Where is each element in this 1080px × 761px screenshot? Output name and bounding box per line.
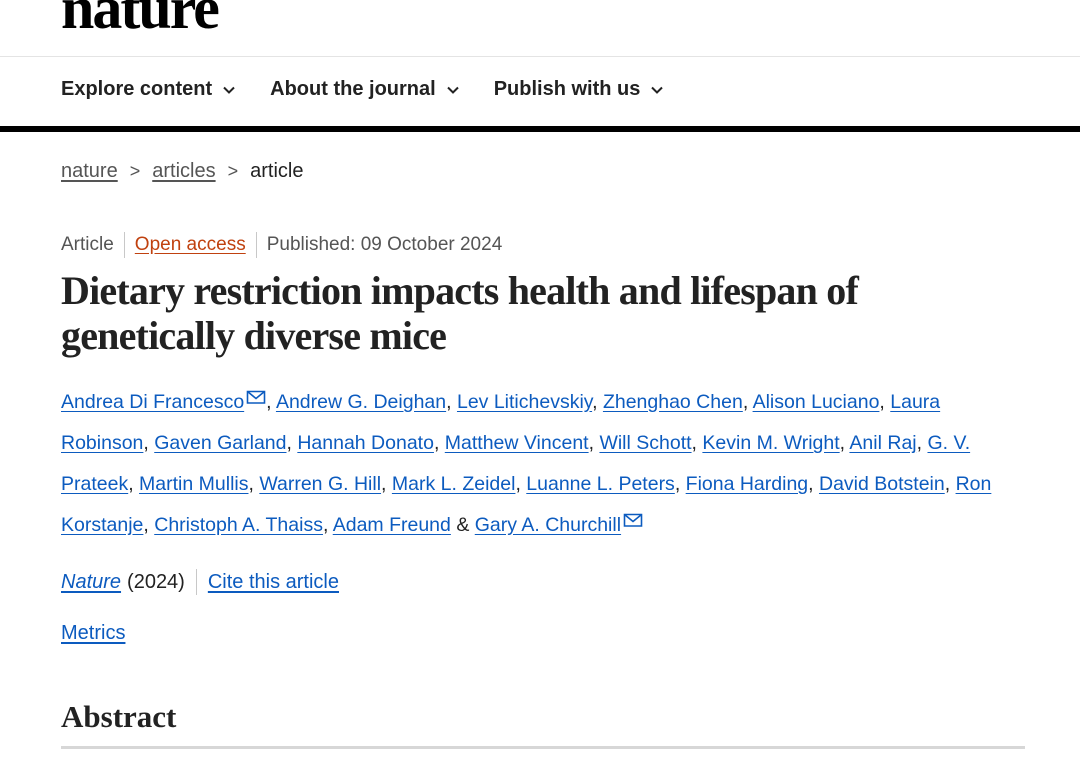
nav-label: About the journal [270, 78, 436, 100]
chevron-down-icon [446, 86, 459, 94]
cite-this-article-link[interactable]: Cite this article [207, 570, 339, 593]
author-link[interactable]: Kevin M. Wright [702, 432, 840, 454]
citation-divider [195, 569, 197, 595]
author-link[interactable]: Gary A. Churchill [474, 514, 622, 536]
author-link[interactable]: Christoph A. Thaiss [154, 514, 323, 536]
author-link[interactable]: Laura Robinson [61, 391, 941, 454]
author-link[interactable]: Will Schott [599, 432, 692, 454]
nav-divider [0, 126, 1080, 132]
author-link[interactable]: Martin Mullis [139, 473, 249, 495]
meta-divider [255, 232, 257, 258]
article-type: Article [61, 234, 114, 255]
author-link[interactable]: Gaven Garland [154, 432, 287, 454]
author-link[interactable]: Anil Raj [849, 432, 917, 454]
author-link[interactable]: Andrew G. Deighan [275, 391, 447, 413]
author-link[interactable]: Zhenghao Chen [602, 391, 743, 413]
author-link[interactable]: Ron Korstanje [61, 473, 992, 536]
author-link[interactable]: David Botstein [818, 473, 945, 495]
author-link[interactable]: Alison Luciano [752, 391, 880, 413]
breadcrumb-articles[interactable]: articles [152, 160, 216, 182]
article-meta: Article Open access Published: 09 Octobe… [61, 232, 502, 258]
author-link[interactable]: Hannah Donato [297, 432, 434, 454]
breadcrumb: nature > articles > article [61, 160, 303, 183]
breadcrumb-current: article [250, 160, 304, 182]
header-divider [0, 56, 1080, 57]
breadcrumb-separator: > [227, 161, 239, 181]
author-link[interactable]: Lev Litichevskiy [456, 391, 593, 413]
nav-label: Explore content [61, 78, 213, 100]
nav-publish-with-us[interactable]: Publish with us [494, 78, 665, 101]
article-title: Dietary restriction impacts health and l… [61, 268, 859, 358]
citation-line: Nature (2024) Cite this article [61, 569, 339, 595]
author-link[interactable]: Luanne L. Peters [526, 473, 675, 495]
author-joiner: & [456, 514, 470, 536]
chevron-down-icon [223, 86, 235, 94]
author-link[interactable]: Warren G. Hill [259, 473, 382, 495]
author-list: Andrea Di Francesco, Andrew G. Deighan, … [61, 389, 992, 536]
main-nav: Explore content About the journal Publis… [61, 78, 698, 101]
open-access-link[interactable]: Open access [134, 234, 246, 255]
author-link[interactable]: Fiona Harding [685, 473, 809, 495]
nav-label: Publish with us [493, 78, 641, 100]
abstract-heading: Abstract [61, 699, 177, 734]
author-link[interactable]: Mark L. Zeidel [391, 473, 516, 495]
citation-year: (2024) [127, 570, 185, 593]
author-link[interactable]: Matthew Vincent [444, 432, 589, 454]
meta-divider [123, 232, 125, 258]
breadcrumb-nature[interactable]: nature [61, 160, 118, 182]
mail-icon[interactable] [246, 389, 266, 405]
abstract-divider [61, 746, 1025, 749]
nav-explore-content[interactable]: Explore content [61, 78, 236, 101]
breadcrumb-separator: > [129, 161, 141, 181]
chevron-down-icon [651, 86, 664, 94]
author-link[interactable]: Adam Freund [332, 514, 451, 536]
nav-about-journal[interactable]: About the journal [270, 78, 460, 101]
author-link[interactable]: Andrea Di Francesco [61, 391, 245, 413]
mail-icon[interactable] [623, 512, 643, 528]
metrics-link[interactable]: Metrics [61, 622, 126, 644]
nature-logo[interactable]: nature [61, 0, 220, 41]
journal-link[interactable]: Nature [61, 570, 122, 593]
author-link[interactable]: G. V. Prateek [61, 432, 971, 495]
published-date: Published: 09 October 2024 [266, 234, 503, 255]
